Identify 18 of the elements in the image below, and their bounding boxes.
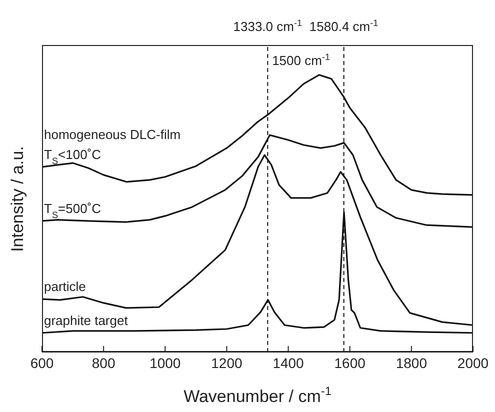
x-tick-label: 1800 [396, 354, 428, 371]
series-label: homogeneous DLC-film [44, 126, 181, 142]
x-tick-label: 1600 [334, 354, 366, 371]
x-tick-label: 800 [92, 354, 116, 371]
series-label: particle [44, 279, 86, 294]
x-tick-label: 600 [30, 354, 54, 371]
ref-line-label: 1580.4 cm$^{-1}$ [309, 18, 378, 34]
y-axis-title: Intensity / a.u. [8, 146, 28, 252]
x-tick-label: 1400 [272, 354, 304, 371]
annotation: 1500 cm$^{-1}$ [272, 52, 330, 68]
x-axis-title: Wavenumber / cm$^{-1}$ [184, 384, 332, 406]
x-tick-label: 1200 [211, 354, 242, 371]
series-label: T$_{S}$=500˚C [44, 200, 102, 220]
ref-line-label: 1333.0 cm$^{-1}$ [233, 18, 302, 34]
x-tick-label: 1000 [150, 354, 181, 371]
series-label: graphite target [44, 312, 128, 328]
x-tick-label: 2000 [457, 354, 489, 371]
annotation: T$_{S}$<100˚C [44, 146, 102, 166]
